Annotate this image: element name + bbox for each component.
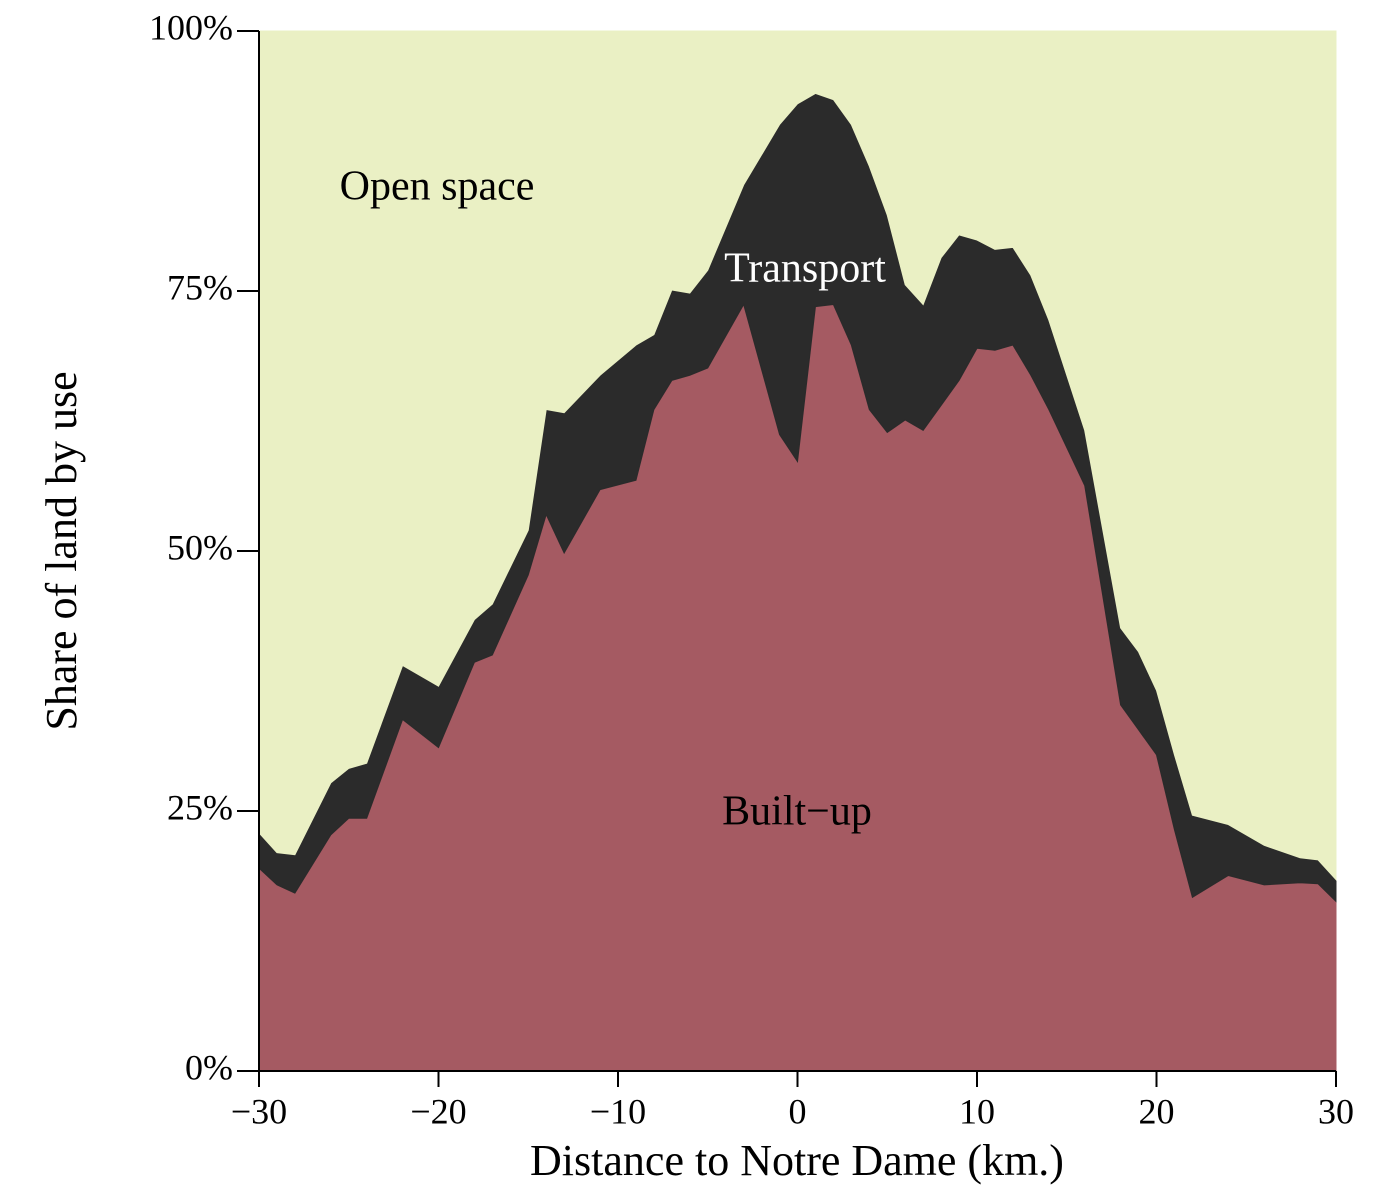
area <box>258 30 1337 881</box>
x-tick-label: −20 <box>410 1091 466 1131</box>
x-tick-label: −10 <box>590 1091 646 1131</box>
x-tick-label: 10 <box>959 1091 995 1131</box>
y-tick-label: 50% <box>167 527 233 567</box>
x-tick-label: 20 <box>1139 1091 1175 1131</box>
x-axis-title: Distance to Notre Dame (km.) <box>530 1136 1064 1185</box>
y-tick-label: 100% <box>149 7 233 47</box>
series-label: Built−up <box>722 789 872 835</box>
x-tick-label: 0 <box>789 1091 807 1131</box>
x-tick-label: −30 <box>231 1091 287 1131</box>
series-label: Transport <box>724 246 886 292</box>
y-axis-title: Share of land by use <box>37 371 86 730</box>
y-tick-label: 75% <box>167 267 233 307</box>
y-tick-label: 25% <box>167 787 233 827</box>
series-label: Open space <box>340 164 535 210</box>
y-tick-label: 0% <box>185 1047 233 1087</box>
x-tick-label: 30 <box>1318 1091 1354 1131</box>
